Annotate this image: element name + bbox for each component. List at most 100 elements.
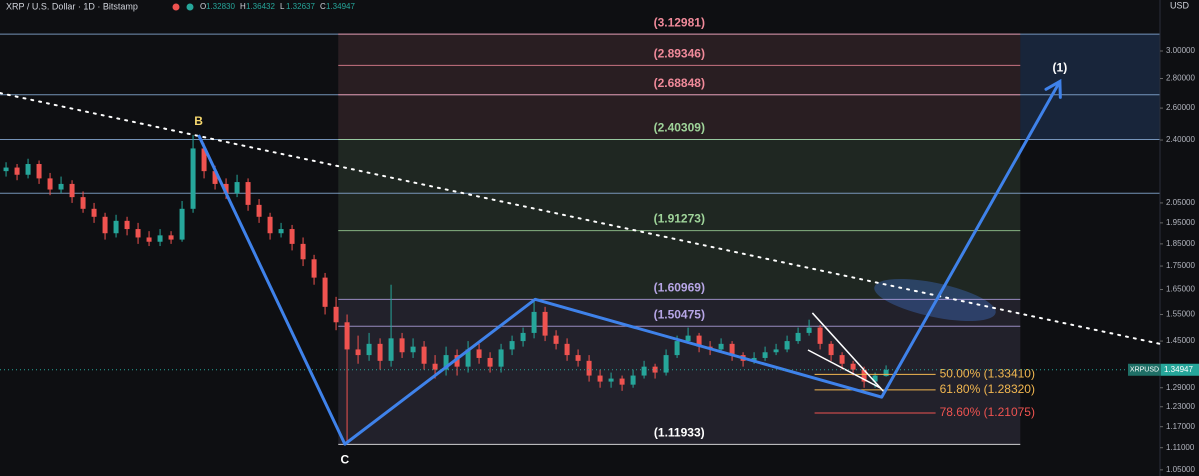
candle-body bbox=[542, 311, 548, 336]
candle-body bbox=[322, 277, 328, 307]
candle-body bbox=[630, 375, 636, 385]
candle-body bbox=[454, 355, 460, 367]
fib-zone bbox=[338, 65, 1021, 95]
ohlc-value: 1.32637 bbox=[286, 2, 315, 11]
candle-body bbox=[641, 366, 647, 376]
wave-label: C bbox=[341, 452, 350, 466]
status-dot bbox=[172, 3, 180, 11]
price-tag bbox=[1161, 363, 1199, 376]
y-tick-label: 1.05000 bbox=[1166, 465, 1195, 474]
candle-body bbox=[311, 259, 317, 278]
ohlc-key: O bbox=[200, 2, 206, 11]
candle-body bbox=[883, 369, 889, 377]
candle-body bbox=[861, 369, 867, 382]
candle-body bbox=[597, 375, 603, 382]
candle-body bbox=[300, 243, 306, 260]
y-tick-label: 1.11000 bbox=[1166, 443, 1195, 452]
candle-body bbox=[157, 235, 163, 242]
candle-body bbox=[80, 197, 86, 209]
candle-body bbox=[520, 332, 526, 342]
retracement-label: 50.00% (1.33410) bbox=[940, 366, 1035, 380]
candle-body bbox=[278, 229, 284, 234]
candle-body bbox=[773, 349, 779, 353]
candle-body bbox=[663, 355, 669, 373]
retracement-label: 78.60% (1.21075) bbox=[940, 405, 1035, 419]
candle-body bbox=[619, 378, 625, 385]
candle-body bbox=[58, 183, 64, 190]
candle-body bbox=[212, 171, 218, 184]
candle-body bbox=[245, 182, 251, 205]
y-tick-label: 3.00000 bbox=[1166, 46, 1195, 55]
candle-body bbox=[762, 352, 768, 358]
candle-body bbox=[234, 182, 240, 194]
y-tick-label: 1.45000 bbox=[1166, 336, 1195, 345]
fib-zone bbox=[338, 94, 1021, 140]
retracement-label: 61.80% (1.28320) bbox=[940, 382, 1035, 396]
currency: USD bbox=[1170, 0, 1190, 10]
fib-zone bbox=[338, 139, 1021, 231]
candle-body bbox=[146, 237, 152, 242]
candle-body bbox=[443, 355, 449, 370]
candle-body bbox=[421, 346, 427, 364]
candle-body bbox=[179, 208, 185, 240]
candle-body bbox=[696, 335, 702, 347]
ohlc-key: H bbox=[240, 2, 246, 11]
candle-body bbox=[509, 341, 515, 350]
candle-body bbox=[674, 341, 680, 356]
candle-body bbox=[498, 349, 504, 367]
candle-body bbox=[3, 167, 9, 172]
candle-body bbox=[828, 343, 834, 356]
candle-body bbox=[685, 335, 691, 342]
y-tick-label: 1.65000 bbox=[1166, 285, 1195, 294]
candle-body bbox=[432, 363, 438, 370]
fib-level-label: (1.11933) bbox=[654, 426, 705, 440]
candle-body bbox=[476, 349, 482, 358]
candle-body bbox=[377, 343, 383, 361]
wedge-line bbox=[811, 312, 886, 394]
candle-body bbox=[190, 148, 196, 209]
ohlc-key: C bbox=[320, 2, 326, 11]
fib-level-label: (2.89346) bbox=[654, 47, 705, 61]
fib-level-label: (1.60969) bbox=[654, 281, 705, 295]
y-tick-label: 2.40000 bbox=[1166, 135, 1195, 144]
candle-body bbox=[333, 306, 339, 323]
target-box bbox=[1020, 34, 1160, 140]
symbol-tag bbox=[1128, 363, 1161, 376]
status-dot bbox=[186, 3, 194, 11]
candle-body bbox=[36, 164, 42, 179]
candle-body bbox=[256, 204, 262, 217]
candle-body bbox=[608, 378, 614, 382]
candle-body bbox=[113, 220, 119, 234]
fib-level-label: (2.40309) bbox=[654, 121, 705, 135]
candle-body bbox=[344, 322, 350, 350]
y-tick-label: 1.85000 bbox=[1166, 239, 1195, 248]
ohlc-value: 1.32830 bbox=[206, 2, 235, 11]
candle-body bbox=[839, 355, 845, 364]
fib-level-label: (2.68848) bbox=[654, 76, 705, 90]
y-tick-label: 2.60000 bbox=[1166, 103, 1195, 112]
candle-body bbox=[553, 335, 559, 344]
candle-body bbox=[399, 338, 405, 353]
candle-body bbox=[751, 357, 757, 361]
candle-body bbox=[91, 208, 97, 217]
candle-body bbox=[201, 148, 207, 172]
y-tick-label: 1.23000 bbox=[1166, 402, 1195, 411]
symbol-label: XRPUSD bbox=[1130, 367, 1159, 374]
y-tick-label: 1.95000 bbox=[1166, 218, 1195, 227]
candle-body bbox=[267, 216, 273, 234]
candle-body bbox=[355, 349, 361, 356]
candle-body bbox=[872, 375, 878, 382]
ohlc-key: L bbox=[280, 2, 285, 11]
wedge-line bbox=[807, 349, 881, 389]
candle-body bbox=[410, 346, 416, 353]
price-axis bbox=[1160, 0, 1199, 476]
candle-body bbox=[575, 355, 581, 361]
wave-label: B bbox=[194, 114, 203, 128]
candle-body bbox=[47, 178, 53, 190]
price-tag-label: 1.34947 bbox=[1164, 365, 1193, 374]
candle-body bbox=[102, 216, 108, 234]
candle-body bbox=[795, 332, 801, 342]
candle-body bbox=[531, 311, 537, 333]
